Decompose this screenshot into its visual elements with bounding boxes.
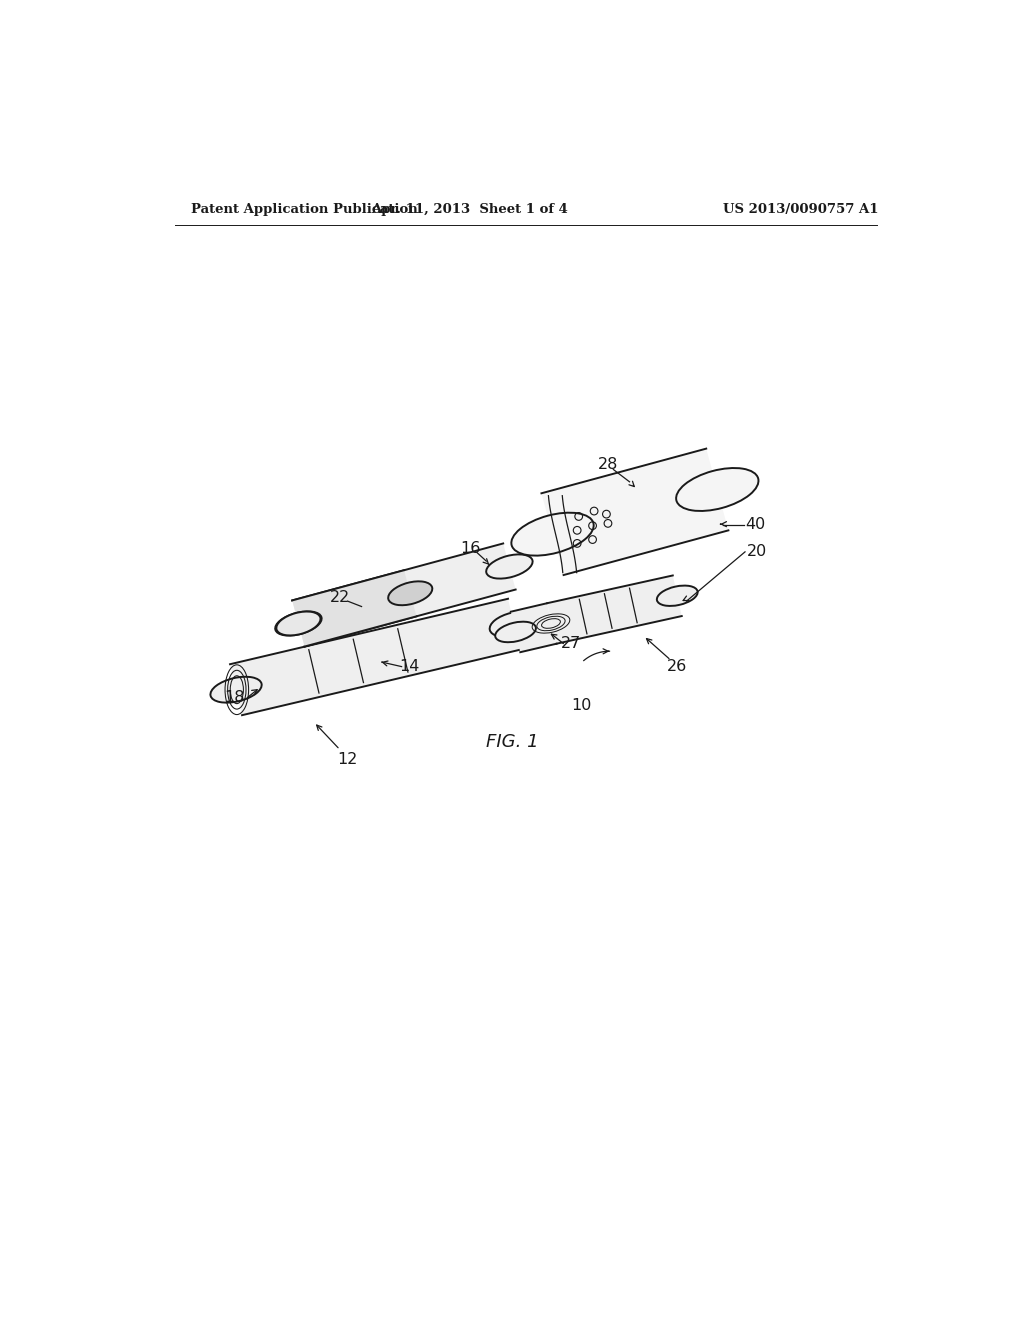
Text: 14: 14 (399, 659, 420, 675)
Ellipse shape (388, 581, 432, 605)
Polygon shape (542, 449, 728, 576)
Polygon shape (292, 570, 417, 647)
Ellipse shape (511, 512, 594, 556)
Text: 10: 10 (571, 697, 592, 713)
Text: 28: 28 (598, 457, 618, 473)
Text: 16: 16 (461, 540, 481, 556)
Ellipse shape (276, 611, 321, 635)
Text: Patent Application Publication: Patent Application Publication (190, 203, 418, 215)
Polygon shape (547, 576, 682, 644)
Text: 20: 20 (746, 544, 767, 558)
Text: 26: 26 (667, 659, 687, 675)
Ellipse shape (275, 611, 322, 635)
Text: 18: 18 (224, 690, 245, 705)
Ellipse shape (486, 554, 532, 578)
Polygon shape (230, 599, 520, 715)
Text: 22: 22 (330, 590, 350, 605)
Ellipse shape (210, 677, 262, 702)
Text: 27: 27 (561, 636, 582, 651)
Text: 40: 40 (745, 516, 765, 532)
Ellipse shape (676, 469, 759, 511)
Ellipse shape (496, 622, 536, 643)
Ellipse shape (656, 586, 697, 606)
Polygon shape (292, 544, 516, 647)
Text: 12: 12 (338, 751, 357, 767)
Text: US 2013/0090757 A1: US 2013/0090757 A1 (724, 203, 879, 215)
Polygon shape (511, 603, 556, 652)
Text: FIG. 1: FIG. 1 (486, 733, 539, 751)
Text: Apr. 11, 2013  Sheet 1 of 4: Apr. 11, 2013 Sheet 1 of 4 (371, 203, 567, 215)
Ellipse shape (489, 611, 539, 638)
